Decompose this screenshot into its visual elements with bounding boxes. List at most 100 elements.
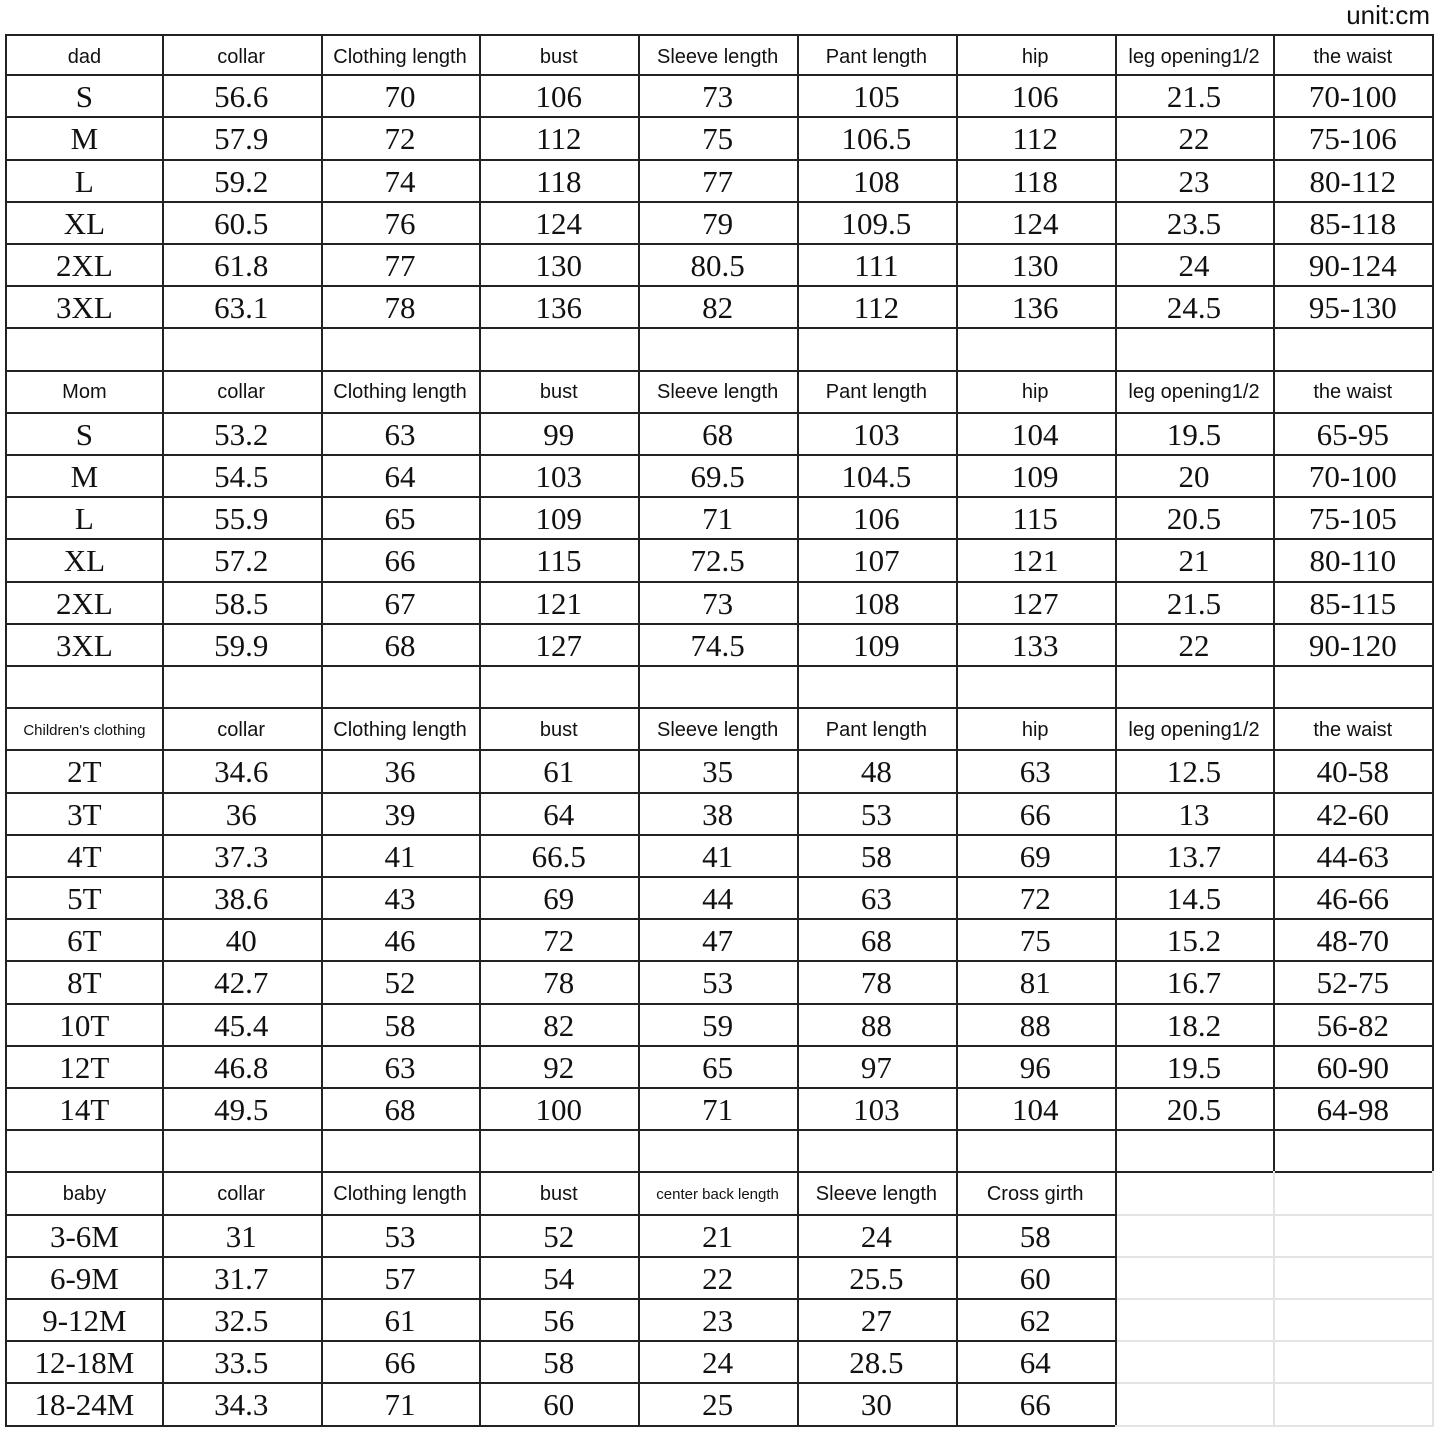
value-cell: 61	[479, 749, 641, 794]
header-cell: Pant length	[797, 34, 958, 77]
value-cell: 73	[638, 74, 799, 119]
value-cell: 118	[955, 158, 1117, 203]
value-cell: 9-12M	[5, 1298, 164, 1343]
value-cell: 74.5	[638, 622, 799, 667]
value-cell: 12.5	[1114, 749, 1276, 794]
value-cell: 53.2	[161, 411, 323, 456]
value-cell: 64	[320, 454, 482, 499]
value-cell: 69	[479, 876, 641, 921]
empty-cell	[1273, 1255, 1435, 1300]
value-cell: 63.1	[161, 285, 323, 330]
value-cell: 82	[638, 285, 799, 330]
value-cell: 31	[161, 1213, 323, 1258]
value-cell: 41	[638, 833, 799, 878]
empty-cell	[1114, 1255, 1276, 1300]
value-cell: 80-112	[1273, 158, 1435, 203]
empty-cell	[1114, 1171, 1276, 1216]
value-cell: 64	[955, 1340, 1117, 1385]
blank-cell	[955, 327, 1117, 372]
value-cell: 136	[479, 285, 641, 330]
value-cell: 54	[479, 1255, 641, 1300]
value-cell: 53	[638, 960, 799, 1005]
empty-cell	[1273, 1298, 1435, 1343]
blank-cell	[1273, 327, 1435, 372]
value-cell: 65	[638, 1044, 799, 1089]
value-cell: M	[5, 116, 164, 161]
value-cell: 82	[479, 1002, 641, 1047]
value-cell: 68	[797, 918, 958, 963]
blank-cell	[320, 665, 482, 710]
value-cell: 121	[479, 580, 641, 625]
value-cell: 103	[479, 454, 641, 499]
blank-cell	[161, 1129, 323, 1174]
value-cell: 71	[320, 1382, 482, 1427]
header-cell: Children's clothing	[5, 707, 164, 752]
value-cell: 95-130	[1273, 285, 1435, 330]
value-cell: 90-120	[1273, 622, 1435, 667]
value-cell: 21	[638, 1213, 799, 1258]
blank-cell	[5, 665, 164, 710]
value-cell: 25	[638, 1382, 799, 1427]
value-cell: 52	[320, 960, 482, 1005]
value-cell: 38	[638, 791, 799, 836]
value-cell: 58	[320, 1002, 482, 1047]
value-cell: 60-90	[1273, 1044, 1435, 1089]
value-cell: 56.6	[161, 74, 323, 119]
value-cell: 6-9M	[5, 1255, 164, 1300]
blank-cell	[1114, 327, 1276, 372]
blank-cell	[5, 327, 164, 372]
value-cell: 24	[797, 1213, 958, 1258]
value-cell: 40-58	[1273, 749, 1435, 794]
value-cell: 47	[638, 918, 799, 963]
blank-cell	[479, 665, 641, 710]
value-cell: 52-75	[1273, 960, 1435, 1005]
value-cell: 30	[797, 1382, 958, 1427]
header-cell: leg opening1/2	[1114, 34, 1276, 77]
value-cell: 2T	[5, 749, 164, 794]
header-cell: Sleeve length	[638, 707, 799, 752]
value-cell: 76	[320, 200, 482, 245]
value-cell: 59.9	[161, 622, 323, 667]
value-cell: 115	[955, 496, 1117, 541]
value-cell: 24.5	[1114, 285, 1276, 330]
value-cell: 136	[955, 285, 1117, 330]
value-cell: 23	[1114, 158, 1276, 203]
value-cell: 52	[479, 1213, 641, 1258]
value-cell: 15.2	[1114, 918, 1276, 963]
blank-cell	[1273, 1129, 1435, 1174]
value-cell: 22	[638, 1255, 799, 1300]
header-cell: bust	[479, 34, 641, 77]
value-cell: 65-95	[1273, 411, 1435, 456]
value-cell: 64	[479, 791, 641, 836]
value-cell: 62	[955, 1298, 1117, 1343]
blank-cell	[797, 665, 958, 710]
value-cell: 42-60	[1273, 791, 1435, 836]
value-cell: 106.5	[797, 116, 958, 161]
value-cell: L	[5, 158, 164, 203]
value-cell: 85-115	[1273, 580, 1435, 625]
value-cell: 75	[638, 116, 799, 161]
value-cell: 72	[955, 876, 1117, 921]
value-cell: 72.5	[638, 538, 799, 583]
value-cell: 85-118	[1273, 200, 1435, 245]
value-cell: 42.7	[161, 960, 323, 1005]
blank-cell	[479, 327, 641, 372]
value-cell: 39	[320, 791, 482, 836]
value-cell: 55.9	[161, 496, 323, 541]
value-cell: 58	[955, 1213, 1117, 1258]
value-cell: 70	[320, 74, 482, 119]
value-cell: 75-106	[1273, 116, 1435, 161]
value-cell: 59	[638, 1002, 799, 1047]
value-cell: 20.5	[1114, 1087, 1276, 1132]
blank-cell	[1273, 665, 1435, 710]
value-cell: 32.5	[161, 1298, 323, 1343]
value-cell: 109	[797, 622, 958, 667]
value-cell: 19.5	[1114, 1044, 1276, 1089]
empty-cell	[1273, 1213, 1435, 1258]
value-cell: 63	[955, 749, 1117, 794]
value-cell: 57.2	[161, 538, 323, 583]
value-cell: 12T	[5, 1044, 164, 1089]
value-cell: XL	[5, 200, 164, 245]
value-cell: 71	[638, 496, 799, 541]
header-cell: Clothing length	[320, 707, 482, 752]
